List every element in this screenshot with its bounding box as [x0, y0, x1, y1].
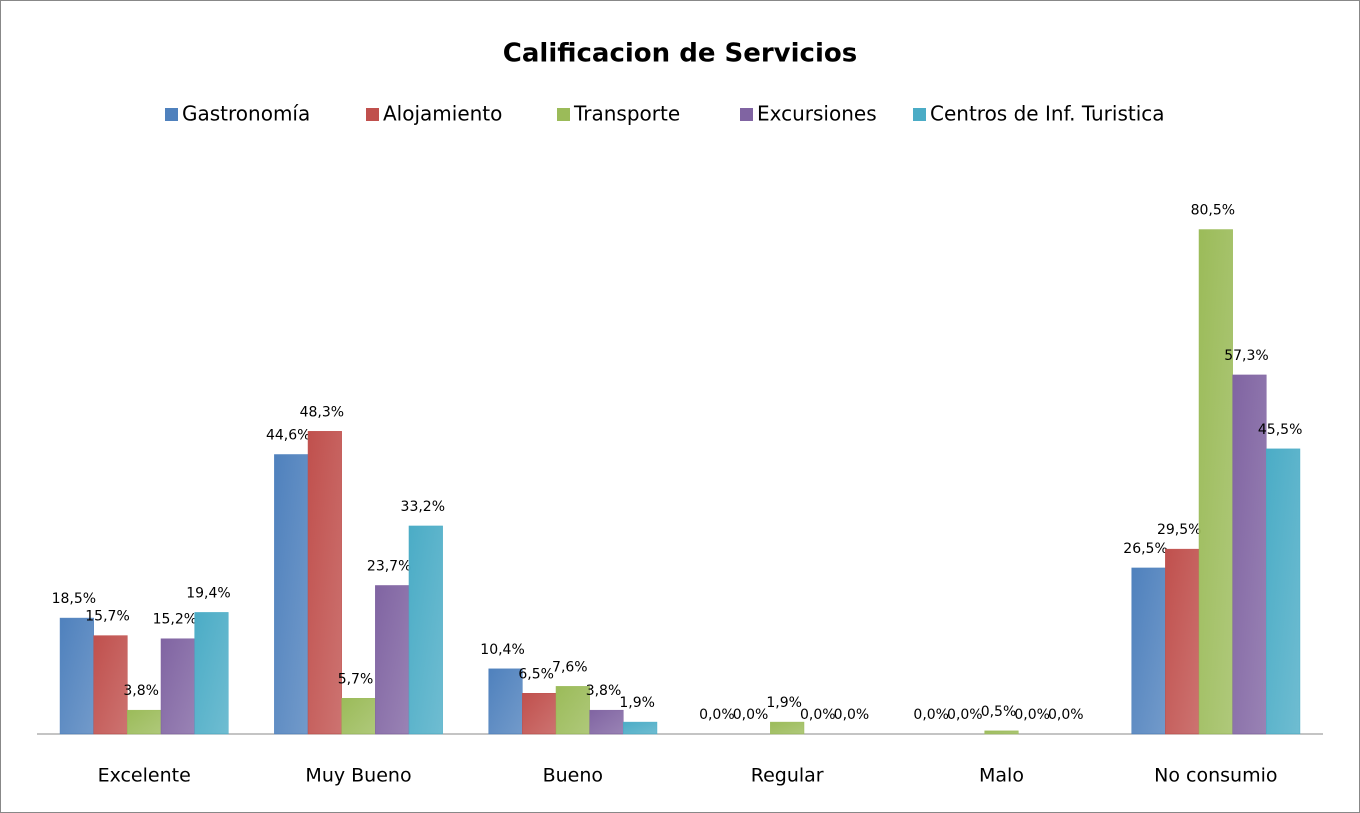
- value-label: 80,5%: [1191, 203, 1235, 219]
- value-label: 1,9%: [619, 695, 655, 711]
- legend-swatch: [913, 108, 926, 121]
- x-tick-label: Bueno: [543, 765, 603, 787]
- value-label: 15,7%: [85, 609, 129, 625]
- value-label: 6,5%: [518, 666, 554, 682]
- value-label: 44,6%: [266, 428, 310, 444]
- legend-label: Transporte: [573, 102, 680, 126]
- value-label: 0,0%: [733, 707, 769, 723]
- legend-label: Alojamiento: [383, 102, 502, 126]
- legend-label: Gastronomía: [182, 102, 310, 126]
- value-label: 1,9%: [766, 695, 802, 711]
- bar: [984, 730, 1019, 735]
- value-label: 29,5%: [1157, 522, 1201, 538]
- bar: [1232, 374, 1267, 735]
- value-label: 15,2%: [153, 612, 197, 628]
- bar: [1198, 229, 1233, 735]
- bar: [375, 585, 410, 735]
- bar: [623, 721, 658, 735]
- value-label: 0,0%: [1048, 707, 1084, 723]
- x-tick-label: Excelente: [98, 765, 191, 787]
- bar: [127, 709, 162, 735]
- x-tick-label: No consumio: [1154, 765, 1277, 787]
- value-label: 48,3%: [300, 404, 344, 420]
- value-label: 0,0%: [699, 707, 735, 723]
- legend-label: Centros de Inf. Turistica: [930, 102, 1165, 126]
- value-label: 7,6%: [552, 659, 588, 675]
- bar: [770, 721, 805, 735]
- x-tick-label: Regular: [751, 765, 824, 787]
- value-label: 3,8%: [586, 683, 622, 699]
- bar: [59, 617, 94, 735]
- bar: [1266, 448, 1301, 735]
- value-label: 0,0%: [1014, 707, 1050, 723]
- value-label: 0,0%: [947, 707, 983, 723]
- value-label: 23,7%: [367, 558, 411, 574]
- bar: [408, 525, 443, 735]
- value-label: 0,5%: [981, 704, 1017, 720]
- bar: [274, 454, 309, 735]
- value-label: 5,7%: [338, 671, 374, 687]
- bar: [93, 635, 128, 735]
- value-label: 57,3%: [1224, 348, 1268, 364]
- legend-swatch: [740, 108, 753, 121]
- value-label: 26,5%: [1123, 541, 1167, 557]
- chart-title: Calificacion de Servicios: [503, 39, 857, 69]
- value-label: 0,0%: [800, 707, 836, 723]
- value-label: 3,8%: [123, 683, 159, 699]
- value-label: 18,5%: [52, 591, 96, 607]
- legend-swatch: [165, 108, 178, 121]
- bar: [522, 693, 557, 735]
- bar: [1131, 567, 1166, 735]
- bar: [555, 686, 590, 735]
- value-label: 45,5%: [1258, 422, 1302, 438]
- bar: [341, 698, 376, 735]
- value-label: 10,4%: [480, 642, 524, 658]
- bar: [488, 668, 523, 735]
- value-label: 19,4%: [186, 585, 230, 601]
- legend-label: Excursiones: [757, 102, 877, 126]
- bar: [307, 431, 342, 735]
- value-label: 0,0%: [834, 707, 870, 723]
- bar: [589, 709, 624, 735]
- x-tick-label: Malo: [979, 765, 1024, 787]
- value-label: 33,2%: [401, 499, 445, 515]
- x-tick-label: Muy Bueno: [305, 765, 411, 787]
- value-label: 0,0%: [913, 707, 949, 723]
- bar: [1165, 548, 1200, 735]
- legend-swatch: [557, 108, 570, 121]
- legend-swatch: [366, 108, 379, 121]
- bar: [194, 612, 229, 735]
- bar: [160, 638, 195, 735]
